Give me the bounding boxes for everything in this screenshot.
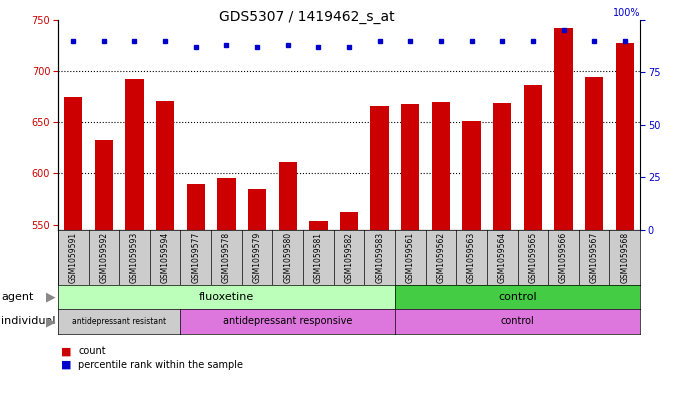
Text: agent: agent: [1, 292, 34, 302]
Bar: [616, 43, 634, 230]
Bar: [554, 28, 573, 230]
Text: GSM1059591: GSM1059591: [69, 232, 78, 283]
Bar: [95, 140, 113, 230]
Text: control: control: [498, 292, 537, 302]
Bar: [125, 79, 144, 230]
Bar: [248, 189, 266, 230]
Text: GSM1059568: GSM1059568: [620, 232, 629, 283]
Text: 100%: 100%: [613, 7, 640, 18]
Text: GSM1059567: GSM1059567: [590, 232, 599, 283]
Bar: [279, 162, 297, 230]
Text: individual: individual: [1, 316, 56, 327]
Text: GSM1059594: GSM1059594: [161, 232, 170, 283]
Text: ▶: ▶: [46, 290, 55, 304]
Text: GSM1059564: GSM1059564: [498, 232, 507, 283]
Text: fluoxetine: fluoxetine: [199, 292, 254, 302]
Text: GSM1059582: GSM1059582: [345, 232, 353, 283]
Bar: [156, 101, 174, 230]
Bar: [401, 104, 419, 230]
Bar: [370, 106, 389, 230]
Bar: [462, 121, 481, 230]
Text: count: count: [78, 346, 106, 356]
Text: GSM1059580: GSM1059580: [283, 232, 292, 283]
Text: antidepressant resistant: antidepressant resistant: [72, 317, 166, 326]
Text: GSM1059561: GSM1059561: [406, 232, 415, 283]
Text: GSM1059592: GSM1059592: [99, 232, 108, 283]
Bar: [187, 184, 205, 230]
Bar: [309, 221, 328, 230]
Bar: [340, 213, 358, 230]
Text: ▶: ▶: [46, 315, 55, 328]
Text: ■: ■: [61, 360, 72, 370]
Text: GSM1059579: GSM1059579: [253, 232, 262, 283]
Text: GDS5307 / 1419462_s_at: GDS5307 / 1419462_s_at: [219, 10, 394, 24]
Text: GSM1059577: GSM1059577: [191, 232, 200, 283]
Text: percentile rank within the sample: percentile rank within the sample: [78, 360, 243, 370]
Text: GSM1059583: GSM1059583: [375, 232, 384, 283]
Bar: [217, 178, 236, 230]
Text: GSM1059563: GSM1059563: [467, 232, 476, 283]
Bar: [432, 102, 450, 230]
Text: antidepressant responsive: antidepressant responsive: [223, 316, 352, 327]
Text: GSM1059565: GSM1059565: [528, 232, 537, 283]
Text: GSM1059566: GSM1059566: [559, 232, 568, 283]
Bar: [493, 103, 511, 230]
Bar: [524, 85, 542, 230]
Bar: [585, 77, 603, 230]
Text: ■: ■: [61, 346, 72, 356]
Bar: [64, 97, 82, 230]
Text: control: control: [501, 316, 535, 327]
Text: GSM1059593: GSM1059593: [130, 232, 139, 283]
Text: GSM1059581: GSM1059581: [314, 232, 323, 283]
Text: GSM1059562: GSM1059562: [437, 232, 445, 283]
Text: GSM1059578: GSM1059578: [222, 232, 231, 283]
